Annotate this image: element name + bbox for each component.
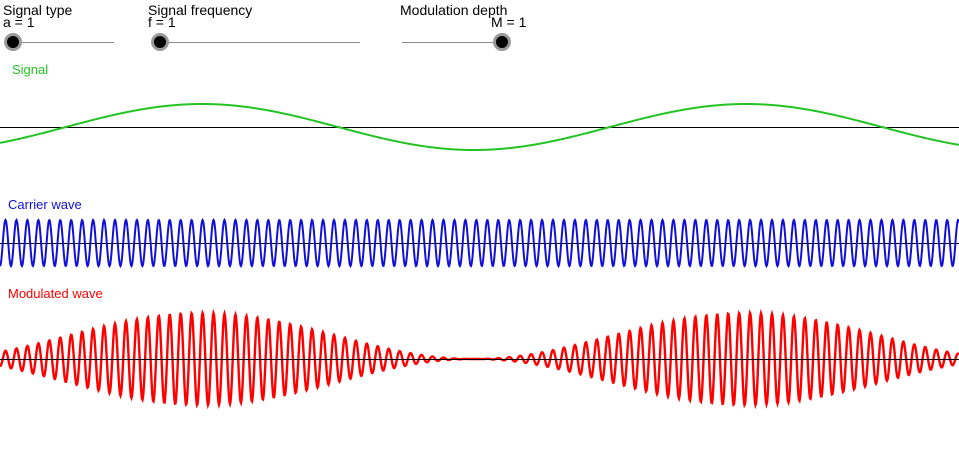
signal-type-knob[interactable]	[4, 33, 22, 51]
modulated-wave-title: Modulated wave	[8, 286, 103, 301]
modulated-curve	[0, 308, 959, 410]
signal-frequency-value: f = 1	[148, 14, 176, 30]
modulation-depth-label: Modulation depth	[400, 2, 508, 18]
signal-title: Signal	[12, 62, 49, 77]
modulation-depth-track[interactable]	[402, 42, 502, 43]
modulation-depth-knob[interactable]	[493, 33, 511, 51]
carrier-curve	[0, 217, 959, 269]
signal-type-value: a = 1	[3, 14, 35, 30]
signal-type-track[interactable]	[13, 42, 114, 43]
modulation-depth-value: M = 1	[491, 14, 527, 30]
signal-frequency-knob[interactable]	[151, 33, 169, 51]
signal-curve	[0, 103, 959, 151]
signal-frequency-label: Signal frequency	[148, 2, 253, 18]
signal-type-label: Signal type	[3, 2, 73, 18]
signal-frequency-track[interactable]	[160, 42, 360, 43]
carrier-wave-title: Carrier wave	[8, 197, 82, 212]
